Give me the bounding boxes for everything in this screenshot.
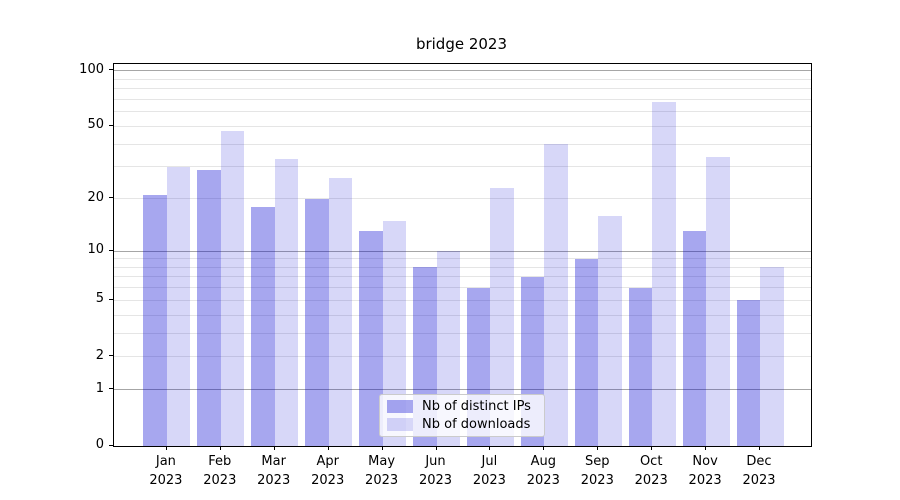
gridline-minor-5 [114, 299, 811, 301]
gridline-minor-3 [114, 332, 811, 334]
x-tick-jan-2023 [165, 446, 167, 450]
bar-nb-of-distinct-ips-nov-2023 [682, 231, 707, 446]
gridline-minor-80 [114, 88, 811, 90]
x-tick-mar-2023 [273, 446, 275, 450]
y-tick-label-20: 20 [87, 189, 104, 205]
y-tick-10 [109, 249, 113, 251]
bar-nb-of-downloads-dec-2023 [760, 267, 784, 446]
x-tick-aug-2023 [543, 446, 545, 450]
y-tick-20 [109, 197, 113, 198]
y-tick-0 [109, 444, 113, 446]
y-tick-label-5: 5 [95, 291, 104, 307]
legend-label-nb-of-distinct-ips: Nb of distinct IPs [422, 399, 531, 415]
gridline-minor-2 [114, 356, 811, 358]
y-tick-label-50: 50 [87, 117, 104, 133]
bar-nb-of-distinct-ips-apr-2023 [305, 198, 329, 446]
y-tick-label-2: 2 [95, 347, 104, 363]
gridline-major-1 [114, 389, 811, 391]
x-tick-jun-2023 [435, 446, 437, 450]
bar-nb-of-downloads-oct-2023 [652, 101, 676, 446]
bar-nb-of-downloads-nov-2023 [706, 157, 730, 446]
x-tick-label-feb-2023: Feb 2023 [203, 454, 237, 488]
y-tick-label-100: 100 [79, 61, 104, 77]
gridline-minor-60 [114, 111, 811, 113]
legend-swatch-nb-of-distinct-ips [387, 400, 413, 414]
gridline-major-10 [114, 250, 811, 252]
legend-swatch-nb-of-downloads [387, 417, 413, 431]
grid-layer [114, 64, 811, 446]
gridline-minor-8 [114, 266, 811, 268]
x-tick-label-may-2023: May 2023 [365, 454, 399, 488]
x-tick-dec-2023 [759, 446, 760, 450]
gridline-minor-30 [114, 166, 811, 168]
y-tick-5 [109, 298, 113, 300]
x-tick-nov-2023 [705, 446, 707, 450]
bar-nb-of-downloads-aug-2023 [544, 144, 568, 446]
x-tick-jul-2023 [489, 446, 491, 450]
x-tick-label-jul-2023: Jul 2023 [472, 454, 506, 488]
gridline-minor-4 [114, 314, 811, 316]
gridline-minor-7 [114, 276, 811, 278]
bar-nb-of-downloads-apr-2023 [328, 178, 353, 446]
x-tick-apr-2023 [327, 446, 329, 450]
bar-nb-of-downloads-sep-2023 [598, 215, 622, 446]
x-tick-label-oct-2023: Oct 2023 [634, 454, 668, 488]
bar-nb-of-distinct-ips-dec-2023 [736, 300, 760, 446]
bar-nb-of-distinct-ips-may-2023 [359, 231, 383, 446]
bar-nb-of-distinct-ips-mar-2023 [251, 206, 275, 446]
x-tick-label-jan-2023: Jan 2023 [149, 454, 183, 488]
bar-nb-of-distinct-ips-oct-2023 [628, 287, 653, 446]
gridline-major-100 [114, 70, 811, 72]
gridline-minor-70 [114, 98, 811, 100]
y-tick-label-0: 0 [95, 437, 104, 452]
x-tick-label-aug-2023: Aug 2023 [526, 454, 560, 488]
legend-label-nb-of-downloads: Nb of downloads [422, 416, 531, 432]
bar-nb-of-downloads-mar-2023 [274, 159, 299, 446]
legend-item-nb-of-downloads: Nb of downloads [387, 417, 538, 432]
x-tick-label-mar-2023: Mar 2023 [257, 454, 291, 488]
y-tick-1 [109, 388, 113, 390]
legend: Nb of distinct IPs Nb of downloads [379, 394, 545, 437]
x-tick-feb-2023 [219, 446, 221, 450]
gridline-minor-20 [114, 198, 811, 199]
bar-nb-of-downloads-jul-2023 [490, 187, 514, 446]
legend-item-nb-of-distinct-ips: Nb of distinct IPs [387, 399, 538, 414]
x-tick-label-apr-2023: Apr 2023 [311, 454, 345, 488]
x-tick-label-sep-2023: Sep 2023 [580, 454, 614, 488]
y-tick-2 [109, 355, 113, 357]
y-tick-50 [109, 124, 113, 126]
plot-area [113, 63, 812, 447]
x-tick-label-dec-2023: Dec 2023 [742, 454, 776, 488]
gridline-minor-6 [114, 287, 811, 289]
x-tick-sep-2023 [597, 446, 599, 450]
bar-nb-of-downloads-feb-2023 [220, 131, 245, 446]
gridline-minor-40 [114, 143, 811, 145]
chart-title: bridge 2023 [415, 35, 508, 53]
bar-nb-of-downloads-may-2023 [382, 220, 407, 446]
y-tick-label-1: 1 [95, 380, 104, 396]
bar-nb-of-distinct-ips-feb-2023 [197, 169, 221, 446]
bar-nb-of-downloads-jan-2023 [166, 166, 191, 446]
x-tick-may-2023 [381, 446, 383, 450]
bar-nb-of-distinct-ips-jan-2023 [143, 194, 167, 446]
y-tick-100 [109, 69, 113, 71]
bars-layer [114, 64, 811, 446]
gridline-minor-9 [114, 258, 811, 260]
x-tick-label-nov-2023: Nov 2023 [688, 454, 722, 488]
y-tick-label-10: 10 [87, 242, 104, 258]
bar-nb-of-distinct-ips-sep-2023 [574, 258, 599, 446]
gridline-minor-90 [114, 78, 811, 80]
x-tick-oct-2023 [651, 446, 653, 450]
gridline-minor-50 [114, 125, 811, 127]
x-tick-label-jun-2023: Jun 2023 [418, 454, 453, 488]
